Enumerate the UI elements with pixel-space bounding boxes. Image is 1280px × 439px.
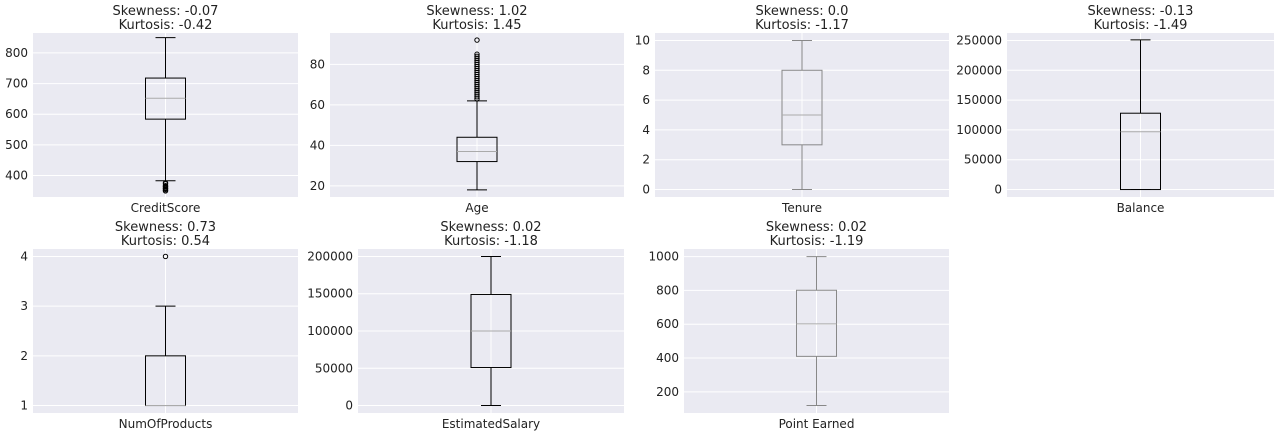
subplot-title-kurtosis: Kurtosis: -1.19 — [770, 234, 864, 249]
y-tick-label: 100000 — [307, 324, 353, 338]
subplot-title-kurtosis: Kurtosis: -1.17 — [755, 18, 849, 33]
subplot-title-skewness: Skewness: 0.02 — [766, 220, 867, 235]
y-tick-label: 800 — [656, 283, 679, 297]
y-tick-label: 600 — [656, 317, 679, 331]
y-tick-label: 50000 — [315, 361, 353, 375]
y-tick-label: 0 — [642, 183, 650, 197]
x-category-label: Age — [465, 201, 488, 215]
subplot-title-kurtosis: Kurtosis: -0.42 — [119, 18, 213, 33]
outlier-point — [474, 53, 480, 59]
y-tick-label: 400 — [5, 169, 28, 183]
y-tick-label: 1000 — [648, 250, 679, 264]
y-tick-label: 0 — [994, 183, 1002, 197]
y-tick-label: 20 — [310, 179, 325, 193]
y-tick-label: 500 — [5, 138, 28, 152]
y-tick-label: 800 — [5, 46, 28, 60]
y-tick-label: 200 — [656, 385, 679, 399]
x-category-label: CreditScore — [131, 201, 201, 215]
iqr-box — [796, 289, 837, 357]
y-tick-label: 10 — [635, 33, 650, 47]
y-tick-label: 700 — [5, 77, 28, 91]
outlier-point — [162, 182, 169, 189]
y-tick-label: 50000 — [964, 153, 1002, 167]
outlier-point — [162, 180, 169, 186]
subplot-title-kurtosis: Kurtosis: 1.45 — [432, 18, 521, 33]
y-tick-label: 150000 — [307, 287, 353, 301]
subplot-point-earned: 200 400 600 800 1000 Point Earned Skewness: 0.… — [648, 220, 949, 431]
subplot-title-skewness: Skewness: 1.02 — [426, 4, 527, 19]
subplot-title-kurtosis: Kurtosis: 0.54 — [121, 234, 210, 249]
subplot-numofproducts: 1 2 3 4 NumOfProducts Skewness: 0.73Kurtosis:… — [20, 220, 298, 431]
subplot-title-kurtosis: Kurtosis: -1.18 — [444, 234, 538, 249]
y-tick-label: 4 — [642, 123, 650, 137]
x-category-label: Point Earned — [779, 417, 855, 431]
y-tick-label: 80 — [310, 57, 325, 71]
subplot-title-skewness: Skewness: -0.13 — [1088, 4, 1194, 19]
y-tick-label: 200000 — [307, 249, 353, 263]
y-tick-label: 150000 — [956, 93, 1002, 107]
y-tick-label: 100000 — [956, 123, 1002, 137]
x-category-label: Tenure — [781, 201, 822, 215]
y-tick-label: 40 — [310, 138, 325, 152]
subplot-title-skewness: Skewness: 0.73 — [115, 220, 216, 235]
subplot-title-kurtosis: Kurtosis: -1.49 — [1094, 18, 1188, 33]
y-tick-label: 0 — [345, 399, 353, 413]
y-tick-label: 6 — [642, 93, 650, 107]
x-category-label: EstimatedSalary — [442, 417, 540, 431]
outlier-point — [162, 253, 169, 260]
y-tick-label: 2 — [642, 153, 650, 167]
y-tick-label: 200000 — [956, 63, 1002, 77]
y-tick-label: 4 — [20, 249, 28, 263]
iqr-box — [781, 69, 823, 146]
subplot-balance: 0 50000 100000 150000 200000 250000 Balance Ske… — [956, 4, 1274, 215]
y-tick-label: 2 — [20, 349, 28, 363]
subplot-estimatedsalary: 0 50000 100000 150000 200000 EstimatedSalary S… — [307, 220, 624, 431]
y-tick-label: 60 — [310, 98, 325, 112]
iqr-box — [1120, 112, 1161, 191]
outlier-point — [474, 51, 480, 57]
outlier-point — [474, 37, 480, 43]
x-category-label: NumOfProducts — [119, 417, 213, 431]
x-category-label: Balance — [1117, 201, 1165, 215]
iqr-box — [456, 136, 498, 163]
y-tick-label: 3 — [20, 299, 28, 313]
y-tick-label: 400 — [656, 351, 679, 365]
subplot-title-skewness: Skewness: 0.02 — [440, 220, 541, 235]
subplot-creditscore: 400 500 600 700 800 CreditScore Skewness: -0.0… — [5, 4, 298, 215]
subplot-title-skewness: Skewness: -0.07 — [113, 4, 219, 19]
y-tick-label: 8 — [642, 63, 650, 77]
y-tick-label: 250000 — [956, 33, 1002, 47]
y-tick-label: 1 — [20, 399, 28, 413]
subplot-title-skewness: Skewness: 0.0 — [756, 4, 849, 19]
y-tick-label: 600 — [5, 107, 28, 121]
